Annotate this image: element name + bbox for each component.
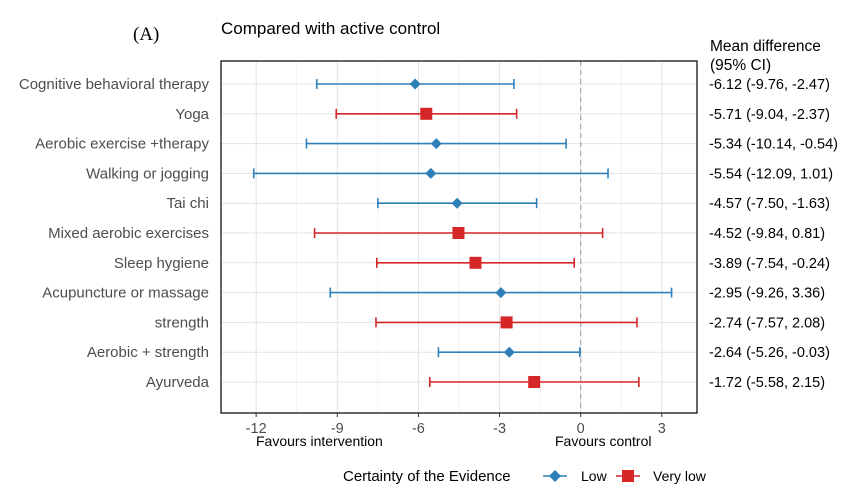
category-label: Ayurveda	[146, 374, 210, 391]
estimate-text: -2.95 (-9.26, 3.36)	[709, 286, 825, 302]
category-label: Aerobic exercise +therapy	[35, 136, 209, 153]
point-estimate-square	[420, 107, 433, 120]
category-label: Tai chi	[166, 195, 209, 212]
estimate-text: -3.89 (-7.54, -0.24)	[709, 256, 830, 272]
point-estimate-diamond	[451, 197, 463, 209]
forest-rows	[252, 78, 673, 388]
category-label: Sleep hygiene	[114, 255, 209, 272]
x-tick-label: 0	[577, 421, 585, 437]
point-estimate-square	[469, 256, 482, 269]
category-labels: Cognitive behavioral therapy Yoga Aerobic …	[19, 76, 210, 391]
legend-low-label: Low	[581, 468, 608, 484]
estimate-text: -1.72 (-5.58, 2.15)	[709, 375, 825, 391]
legend-low-diamond	[549, 470, 561, 482]
point-estimate-diamond	[425, 167, 437, 179]
panel-label: (A)	[133, 24, 159, 45]
point-estimate-diamond	[430, 138, 442, 150]
point-estimate-square	[452, 227, 465, 239]
estimate-text: -2.64 (-5.26, -0.03)	[709, 345, 830, 361]
x-tick-label: -3	[493, 421, 506, 437]
chart-title: Compared with active control	[221, 19, 440, 38]
point-estimate-diamond	[503, 346, 515, 358]
point-estimate-square	[528, 376, 541, 388]
category-label: strength	[155, 314, 209, 331]
plot-border	[220, 60, 698, 414]
legend-title: Certainty of the Evidence	[343, 468, 511, 485]
point-estimate-diamond	[495, 287, 507, 299]
legend-verylow-square	[622, 470, 634, 482]
category-label: Acupuncture or massage	[42, 285, 209, 302]
estimates-header-line2: (95% CI)	[710, 57, 771, 74]
category-label: Walking or jogging	[86, 165, 209, 182]
category-label: Yoga	[175, 106, 209, 123]
estimate-texts: -6.12 (-9.76, -2.47) -5.71 (-9.04, -2.37)…	[709, 77, 838, 391]
estimate-text: -6.12 (-9.76, -2.47)	[709, 77, 830, 93]
estimates-header-line1: Mean difference	[710, 38, 821, 55]
x-tick-label: -6	[412, 421, 425, 437]
point-estimate-diamond	[409, 78, 421, 90]
legend: Certainty of the Evidence Low Very low	[343, 468, 707, 485]
x-note-right: Favours control	[555, 433, 651, 449]
x-axis: -12 -9 -6 -3 0 3	[246, 413, 666, 437]
estimate-text: -2.74 (-7.57, 2.08)	[709, 315, 825, 331]
x-note-left: Favours intervention	[256, 433, 383, 449]
category-label: Aerobic + strength	[87, 344, 209, 361]
point-estimate-square	[500, 316, 513, 329]
x-tick-label: 3	[658, 421, 666, 437]
category-label: Mixed aerobic exercises	[48, 225, 209, 242]
estimate-text: -5.34 (-10.14, -0.54)	[709, 137, 838, 153]
estimate-text: -5.54 (-12.09, 1.01)	[709, 166, 833, 182]
estimate-text: -4.52 (-9.84, 0.81)	[709, 226, 825, 242]
legend-verylow-label: Very low	[653, 468, 707, 484]
x-tick-label: -9	[331, 421, 344, 437]
category-label: Cognitive behavioral therapy	[19, 76, 210, 93]
x-tick-label: -12	[246, 421, 267, 437]
estimate-text: -5.71 (-9.04, -2.37)	[709, 107, 830, 123]
estimate-text: -4.57 (-7.50, -1.63)	[709, 196, 830, 212]
